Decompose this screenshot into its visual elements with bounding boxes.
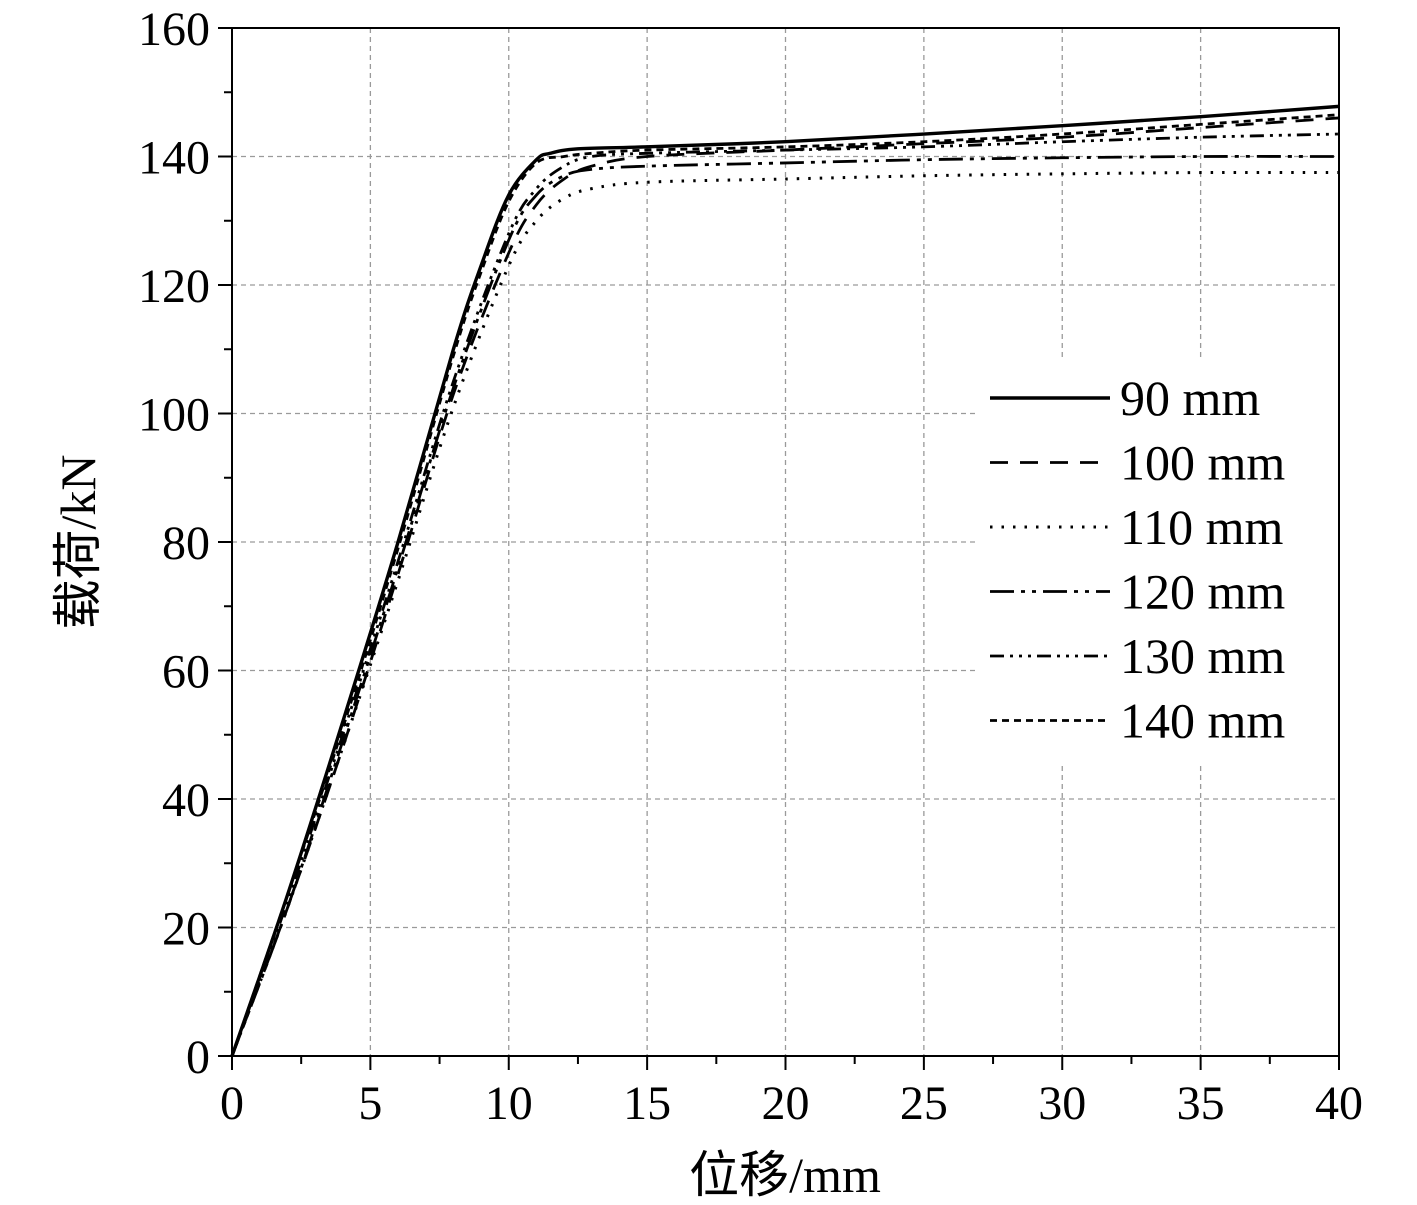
legend-label: 90 mm xyxy=(1120,370,1260,426)
y-tick-label: 40 xyxy=(162,774,210,827)
legend: 90 mm 100 mm 110 mm 120 mm 130 mm 140 mm xyxy=(990,370,1285,749)
y-tick-label: 100 xyxy=(138,389,210,442)
y-tick-label: 60 xyxy=(162,646,210,699)
x-tick-label: 40 xyxy=(1315,1077,1363,1130)
legend-label: 110 mm xyxy=(1120,499,1284,555)
y-tick-label: 0 xyxy=(186,1031,210,1084)
legend-background xyxy=(975,360,1339,765)
x-tick-label: 35 xyxy=(1177,1077,1225,1130)
axis-ticks xyxy=(218,27,1340,1070)
series-line xyxy=(230,155,1340,1057)
x-tick-label: 15 xyxy=(623,1077,671,1130)
y-axis-title: 载荷/kN xyxy=(50,455,106,630)
series-line xyxy=(230,116,1340,1057)
x-tick-label: 10 xyxy=(485,1077,533,1130)
x-tick-label: 30 xyxy=(1038,1077,1086,1130)
series-line xyxy=(230,104,1340,1057)
x-tick-label: 25 xyxy=(900,1077,948,1130)
y-tick-label: 160 xyxy=(138,3,210,56)
x-tick-label: 20 xyxy=(762,1077,810,1130)
y-tick-label: 120 xyxy=(138,260,210,313)
y-tick-label: 20 xyxy=(162,903,210,956)
legend-label: 140 mm xyxy=(1120,693,1285,749)
y-tick-labels: 0 20 40 60 80 100 120 140 160 xyxy=(138,3,210,1084)
x-tick-label: 0 xyxy=(220,1077,244,1130)
y-tick-label: 140 xyxy=(138,132,210,185)
y-tick-label: 80 xyxy=(162,517,210,570)
legend-label: 130 mm xyxy=(1120,628,1285,684)
x-axis-title: 位移/mm xyxy=(689,1147,881,1203)
legend-label: 100 mm xyxy=(1120,435,1285,491)
series-lines xyxy=(230,104,1340,1057)
series-line xyxy=(230,132,1340,1057)
x-tick-label: 5 xyxy=(358,1077,382,1130)
legend-label: 120 mm xyxy=(1120,564,1285,620)
x-tick-labels: 0 5 10 15 20 25 30 35 40 xyxy=(220,1077,1363,1130)
